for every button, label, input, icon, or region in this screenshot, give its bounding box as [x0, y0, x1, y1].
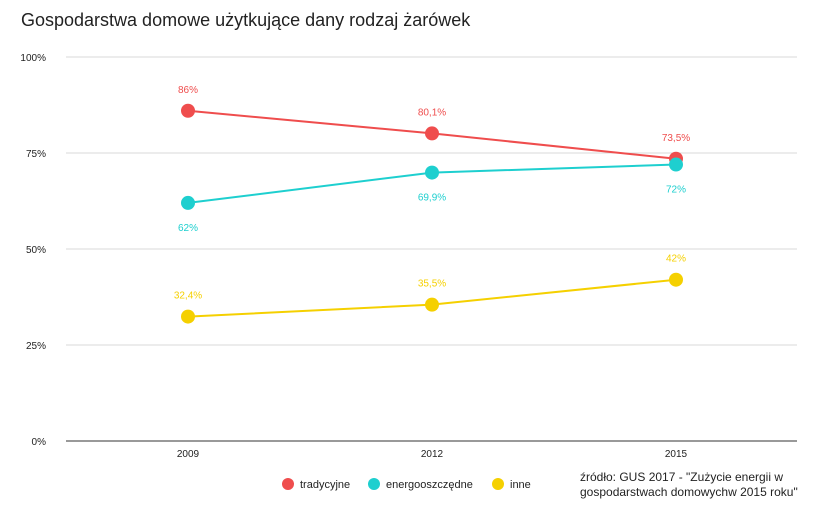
data-point	[181, 309, 195, 324]
data-label: 80,1%	[418, 107, 446, 118]
y-tick-label: 25%	[26, 341, 46, 352]
legend-marker	[368, 478, 380, 490]
data-label: 42%	[666, 254, 686, 265]
data-point	[425, 165, 439, 180]
data-label: 73,5%	[662, 133, 690, 144]
data-point	[669, 157, 683, 172]
data-label: 32,4%	[174, 291, 202, 302]
series-layer: 86% 80,1% 73,5% 62% 69,9% 72% 32,4% 35,5% 42%	[174, 85, 690, 324]
x-tick-label: 2012	[421, 449, 444, 460]
data-label: 35,5%	[418, 279, 446, 290]
data-point	[425, 126, 439, 141]
legend-marker	[282, 478, 294, 490]
x-tick-label: 2015	[665, 449, 688, 460]
y-tick-label: 50%	[26, 245, 46, 256]
y-tick-label: 75%	[26, 149, 46, 160]
source-note: źródło: GUS 2017 - "Zużycie energii w go…	[580, 470, 798, 500]
data-label: 86%	[178, 85, 198, 96]
legend-label: energooszczędne	[386, 479, 473, 491]
legend-label: inne	[510, 479, 531, 491]
x-tick-label: 2009	[177, 449, 200, 460]
source-line-2: gospodarstwach domowychw 2015 roku"	[580, 485, 798, 499]
legend-label: tradycyjne	[300, 479, 350, 491]
data-point	[181, 195, 195, 210]
x-axis: 2009 2012 2015	[177, 449, 688, 460]
y-axis: 0% 25% 50% 75% 100%	[20, 53, 46, 448]
data-label: 72%	[666, 185, 686, 196]
y-tick-label: 0%	[32, 437, 47, 448]
data-point	[425, 297, 439, 312]
y-tick-label: 100%	[20, 53, 46, 64]
source-line-1: źródło: GUS 2017 - "Zużycie energii w	[580, 470, 784, 484]
legend: tradycyjne energooszczędne inne	[282, 478, 531, 491]
data-point	[181, 103, 195, 118]
chart-title: Gospodarstwa domowe użytkujące dany rodz…	[21, 10, 471, 30]
data-label: 62%	[178, 223, 198, 234]
data-point	[669, 272, 683, 287]
legend-marker	[492, 478, 504, 490]
data-label: 69,9%	[418, 193, 446, 204]
